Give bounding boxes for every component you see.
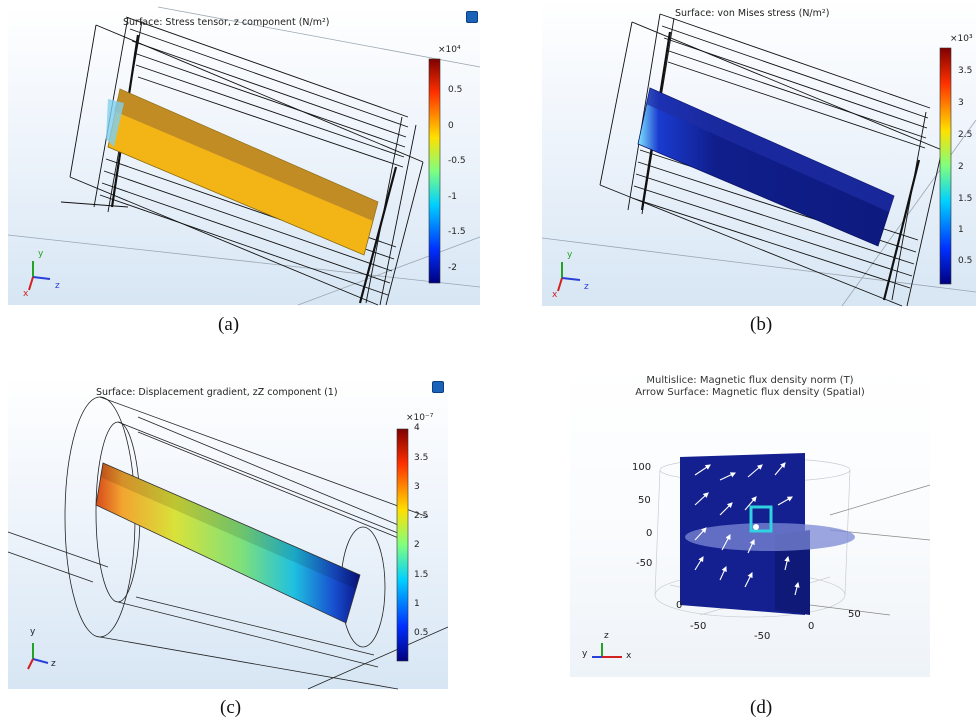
- von-mises-plot: [541, 13, 977, 307]
- axis-label-z: z: [51, 659, 56, 669]
- colorbar-tick: 3: [414, 482, 420, 492]
- axis-triad: [28, 261, 51, 291]
- axis-tick: 0: [646, 528, 653, 539]
- colorbar-tick: -2: [448, 263, 457, 273]
- colorbar-exponent: ×10³: [950, 34, 973, 44]
- caption-c: (c): [220, 697, 242, 718]
- colorbar-tick: 1.5: [414, 570, 429, 580]
- colorbar-exponent: ×10⁻⁷: [406, 413, 434, 423]
- plot-title: Surface: Stress tensor, z component (N/m…: [123, 17, 330, 28]
- axis-triad: [557, 262, 581, 292]
- axis-tick: 0: [808, 621, 815, 632]
- colorbar-tick: 0.5: [448, 85, 463, 95]
- panel-a: Surface: Stress tensor, z component (N/m…: [7, 6, 481, 306]
- axis-label-y: y: [582, 649, 588, 659]
- caption-a: (a): [218, 314, 240, 335]
- colorbar-tick: 4: [414, 423, 420, 433]
- plot-title-line1: Multislice: Magnetic flux density norm (…: [646, 375, 854, 386]
- axis-label-x: x: [23, 289, 29, 299]
- colorbar-tick: 3: [958, 98, 964, 108]
- magnetic-flux-plot: [592, 453, 931, 658]
- axis-label-x: x: [552, 290, 558, 300]
- colorbar-tick: 1.5: [958, 194, 973, 204]
- caption-d: (d): [750, 697, 773, 718]
- axis-label-z: z: [584, 282, 589, 292]
- axis-tick: 50: [848, 609, 861, 620]
- colorbar: [396, 428, 409, 662]
- plot-title: Surface: von Mises stress (N/m²): [675, 8, 830, 19]
- stress-z-plot: [7, 6, 481, 306]
- axis-label-z: z: [55, 281, 60, 291]
- panel-d: Multislice: Magnetic flux density norm (…: [570, 365, 931, 677]
- colorbar-tick: 1: [958, 225, 964, 235]
- colorbar-tick: 2.5: [414, 511, 429, 521]
- colorbar: [939, 47, 952, 285]
- coil: [749, 505, 773, 533]
- panel-b: Surface: von Mises stress (N/m²) ×10³ 3.…: [541, 0, 977, 307]
- colorbar-tick: -1.5: [448, 227, 466, 237]
- colorbar-tick: 2: [958, 162, 964, 172]
- axis-tick: -50: [636, 558, 653, 569]
- axis-tick: -50: [754, 631, 771, 642]
- colorbar-tick: 3.5: [414, 453, 429, 463]
- colorbar-tick: -0.5: [448, 156, 466, 166]
- colorbar-tick: 0: [448, 121, 454, 131]
- plot-title-line2: Arrow Surface: Magnetic flux density (Sp…: [635, 387, 865, 398]
- colorbar-tick: 0.5: [414, 628, 429, 638]
- axis-tick: 50: [638, 495, 651, 506]
- axis-triad: [27, 643, 49, 670]
- colorbar-tick: 2.5: [958, 130, 973, 140]
- axis-triad: [592, 643, 622, 658]
- colorbar-tick: 0.5: [958, 256, 973, 266]
- colorbar-tick: 3.5: [958, 66, 973, 76]
- colorbar-tick: 2: [414, 540, 420, 550]
- plot-title: Surface: Displacement gradient, zZ compo…: [96, 387, 338, 398]
- axis-label-z: z: [604, 631, 609, 641]
- colorbar-tick: 1: [414, 599, 420, 609]
- colorbar-tick: -1: [448, 192, 457, 202]
- axis-tick: 0: [676, 600, 683, 611]
- axis-tick: 100: [632, 462, 652, 473]
- axis-label-y: y: [30, 627, 36, 637]
- axis-tick: -50: [690, 621, 707, 632]
- axis-label-y: y: [38, 249, 44, 259]
- axis-label-x: x: [626, 651, 632, 661]
- axis-label-y: y: [567, 250, 573, 260]
- caption-b: (b): [750, 314, 773, 335]
- rotate-view-icon[interactable]: [466, 11, 478, 23]
- colorbar: [428, 58, 441, 284]
- colorbar-exponent: ×10⁴: [438, 45, 461, 55]
- displacement-gradient-plot: [7, 396, 449, 690]
- panel-c: Surface: Displacement gradient, zZ compo…: [7, 377, 449, 690]
- rotate-view-icon[interactable]: [432, 381, 444, 393]
